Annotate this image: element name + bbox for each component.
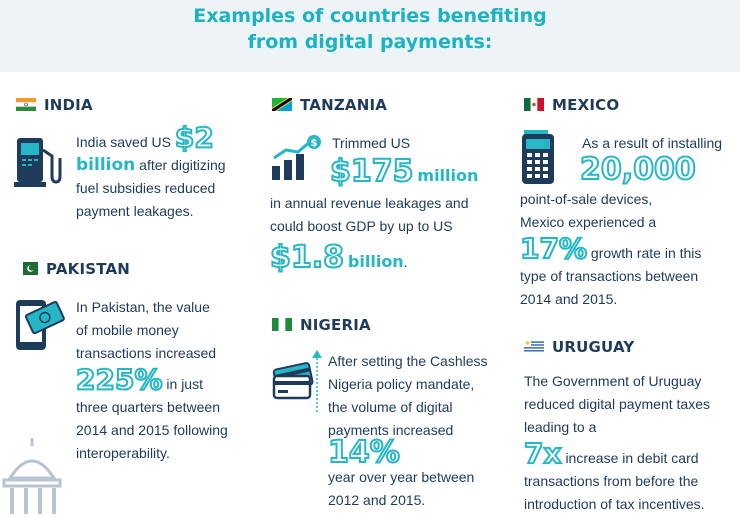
- mexico-text-5: type of transactions between: [520, 268, 699, 284]
- nigeria-text-5: year over year between: [328, 469, 475, 485]
- nigeria-title: NIGERIA: [300, 316, 371, 334]
- fuel-pump-icon: [14, 138, 62, 187]
- up-arrow-icon: [312, 350, 322, 412]
- nigeria-percent: 14%: [327, 435, 401, 470]
- page-title-line1: Examples of countries benefiting: [193, 5, 547, 27]
- india-amount-unit: billion: [76, 155, 136, 175]
- india-title: INDIA: [44, 96, 93, 114]
- mexico-title: MEXICO: [552, 96, 620, 114]
- mexico-text-2: point-of-sale devices,: [520, 191, 653, 207]
- pakistan-text-5: three quarters between: [76, 399, 220, 415]
- india-text-4: payment leakages.: [76, 203, 194, 219]
- government-building-icon: [2, 438, 62, 514]
- tanzania-text-4: .: [403, 254, 408, 270]
- pakistan-percent: 225%: [75, 363, 164, 396]
- pakistan-title: PAKISTAN: [46, 260, 131, 278]
- nigeria-text-2: Nigeria policy mandate,: [328, 376, 475, 392]
- pakistan-text-2: of mobile money: [76, 322, 179, 338]
- credit-cards-icon: [272, 362, 314, 400]
- pakistan-text-1: In Pakistan, the value: [76, 299, 210, 315]
- pakistan-text-4: in just: [166, 376, 203, 392]
- uruguay-title: URUGUAY: [552, 338, 635, 356]
- page-title-line2: from digital payments:: [247, 31, 493, 53]
- tanzania-title: TANZANIA: [300, 96, 388, 114]
- mexico-text-1: As a result of installing: [582, 135, 723, 151]
- tanzania-amount2-unit: billion: [347, 252, 404, 271]
- mexico-text-6: 2014 and 2015.: [520, 291, 618, 307]
- mexico-flag-icon: [524, 98, 544, 111]
- tanzania-text-1: Trimmed US: [332, 135, 411, 151]
- uruguay-text-5: transactions from before the: [524, 473, 699, 489]
- uruguay-text-6: introduction of tax incentives.: [524, 496, 705, 512]
- pakistan-flag-icon: [18, 262, 38, 275]
- pakistan-text-6: 2014 and 2015 following: [76, 422, 228, 438]
- pos-terminal-icon: [522, 130, 554, 184]
- pakistan-text-7: interoperability.: [76, 445, 170, 461]
- nigeria-text-6: 2012 and 2015.: [328, 492, 426, 508]
- nigeria-flag-icon: [272, 318, 292, 331]
- pakistan-text-3: transactions increased: [76, 345, 217, 361]
- india-text-1: India saved US: [76, 134, 171, 150]
- tanzania-text-3: could boost GDP by up to US: [270, 218, 453, 234]
- uruguay-multiplier: 7x: [523, 437, 563, 470]
- tanzania-amount: $175: [329, 153, 414, 190]
- uruguay-text-3: leading to a: [524, 419, 597, 435]
- uruguay-text-4: increase in debit card: [565, 450, 699, 466]
- india-flag-icon: [16, 98, 36, 111]
- mexico-count: 20,000: [579, 151, 697, 188]
- tanzania-amount2: $1.8: [269, 239, 345, 276]
- nigeria-text-4: payments increased: [328, 422, 454, 438]
- uruguay-flag-icon: [524, 340, 544, 353]
- nigeria-text-3: the volume of digital: [328, 399, 453, 415]
- growth-chart-icon: $: [272, 135, 321, 180]
- uruguay-text-2: reduced digital payment taxes: [524, 396, 710, 412]
- nigeria-text-1: After setting the Cashless: [328, 353, 488, 369]
- india-text-3: fuel subsidies reduced: [76, 180, 216, 196]
- svg-text:$: $: [311, 138, 318, 149]
- mexico-text-4: growth rate in this: [590, 245, 702, 261]
- india-amount: $2: [174, 121, 215, 154]
- tanzania-text-2: in annual revenue leakages and: [270, 195, 469, 211]
- uruguay-text-1: The Government of Uruguay: [524, 373, 702, 389]
- india-text-2: after digitizing: [139, 157, 226, 173]
- tanzania-flag-icon: [272, 98, 292, 111]
- mobile-money-icon: [16, 300, 65, 350]
- mexico-percent: 17%: [519, 232, 588, 265]
- header-band: Examples of countries benefiting from di…: [0, 0, 740, 72]
- mexico-text-3: Mexico experienced a: [520, 214, 657, 230]
- tanzania-amount-unit: million: [417, 166, 479, 185]
